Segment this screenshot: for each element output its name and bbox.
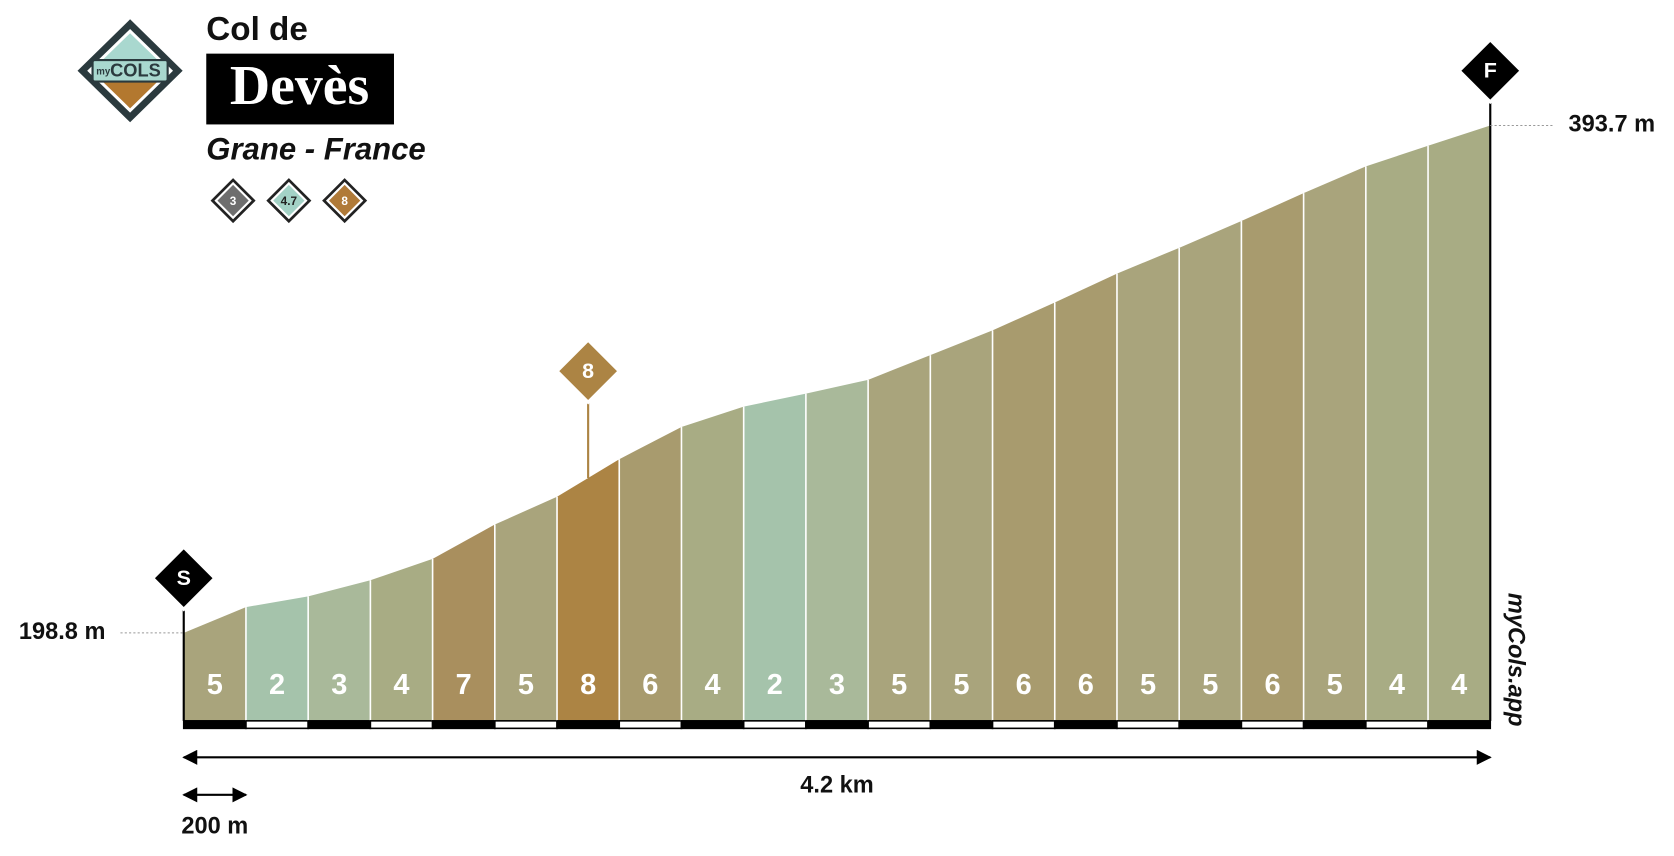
badge-label: 4.7 — [281, 195, 298, 208]
gradient-label: 5 — [518, 669, 534, 701]
title-prefix: Col de — [206, 11, 308, 48]
start-elevation: 198.8 m — [19, 618, 106, 644]
gradient-label: 5 — [953, 669, 969, 701]
profile-segment — [1365, 145, 1429, 721]
distance-scale-cell — [618, 720, 683, 730]
marker-diamond — [1456, 37, 1524, 105]
marker-diamond — [554, 337, 622, 405]
distance-scale-cell — [991, 720, 1056, 730]
distance-scale-cell — [1116, 720, 1180, 730]
gradient-label: 3 — [331, 669, 347, 701]
distance-scale-cell — [1178, 720, 1243, 730]
gradient-label: 4 — [1389, 669, 1405, 701]
profile-segment — [308, 580, 371, 721]
profile-segment — [432, 524, 495, 721]
profile-segment — [1179, 221, 1242, 721]
profile-segment — [681, 406, 744, 721]
watermark: myCols.app — [1504, 593, 1530, 727]
badge-label: 3 — [230, 195, 237, 208]
distance-scale-cell — [867, 720, 932, 730]
badge-inner — [325, 181, 364, 220]
profile-segment — [370, 558, 433, 721]
distance-scale-cell — [1427, 720, 1492, 730]
finish-label: F — [1484, 59, 1497, 83]
distance-scale-cell — [369, 720, 434, 730]
gradient-label: 2 — [269, 669, 285, 701]
profile-segment — [1116, 247, 1180, 721]
profile-segment — [930, 330, 993, 721]
logo-big: COLS — [110, 60, 161, 81]
gradient-label: 2 — [767, 669, 783, 701]
profile-segment — [494, 496, 558, 721]
gradient-label: 5 — [1327, 669, 1343, 701]
start-label: S — [177, 566, 191, 590]
profile-segment — [992, 302, 1055, 721]
scale-label: 200 m — [181, 812, 248, 838]
gradient-label: 7 — [456, 669, 472, 701]
distance-scale-cell — [1365, 720, 1429, 730]
max-marker-label: 8 — [582, 359, 594, 383]
gradient-label: 5 — [1202, 669, 1218, 701]
distance-scale-cell — [307, 720, 372, 730]
distance-scale-cell — [805, 720, 869, 730]
profile-segment — [868, 355, 931, 721]
distance-scale-cell — [245, 720, 309, 730]
gradient-label: 4 — [393, 669, 409, 701]
distance-scale-cell — [494, 720, 558, 730]
distance-scale-cell — [182, 720, 247, 730]
gradient-label: 8 — [580, 669, 596, 701]
subtitle: Grane - France — [206, 131, 425, 166]
profile-segment — [557, 459, 620, 721]
badge-label: 8 — [341, 195, 348, 208]
gradient-label: 4 — [1451, 669, 1467, 701]
title-box — [206, 53, 394, 125]
distance-scale-cell — [742, 720, 807, 730]
end-elevation: 393.7 m — [1569, 111, 1656, 137]
distance-scale-cell — [431, 720, 496, 730]
profile-segment — [245, 596, 309, 721]
profile-segment — [619, 426, 682, 721]
distance-scale-cell — [1240, 720, 1305, 730]
profile-segment — [183, 607, 246, 721]
distance-scale-cell — [1053, 720, 1118, 730]
marker-diamond — [150, 544, 218, 612]
gradient-label: 3 — [829, 669, 845, 701]
logo: my COLS — [77, 19, 183, 123]
gradient-label: 5 — [1140, 669, 1156, 701]
distance-label: 4.2 km — [800, 772, 873, 798]
chart-title: Devès — [230, 55, 369, 117]
gradient-label: 6 — [642, 669, 658, 701]
badge-inner — [214, 181, 252, 220]
distance-scale-cell — [1302, 720, 1367, 730]
logo-small: my — [96, 66, 111, 77]
gradient-label: 6 — [1016, 669, 1032, 701]
gradient-label: 5 — [207, 669, 223, 701]
gradient-label: 6 — [1078, 669, 1094, 701]
gradient-label: 6 — [1264, 669, 1280, 701]
profile-segment — [1054, 273, 1117, 721]
profile-segment — [805, 379, 869, 721]
profile-segment — [743, 393, 806, 721]
distance-scale-cell — [929, 720, 994, 730]
badge-inner — [270, 181, 308, 220]
gradient-label: 5 — [891, 669, 907, 701]
distance-scale-cell — [556, 720, 621, 730]
distance-scale-cell — [680, 720, 745, 730]
gradient-label: 4 — [705, 669, 721, 701]
profile-segment — [1241, 193, 1304, 721]
profile-segment — [1428, 125, 1491, 721]
profile-segment — [1303, 166, 1366, 721]
